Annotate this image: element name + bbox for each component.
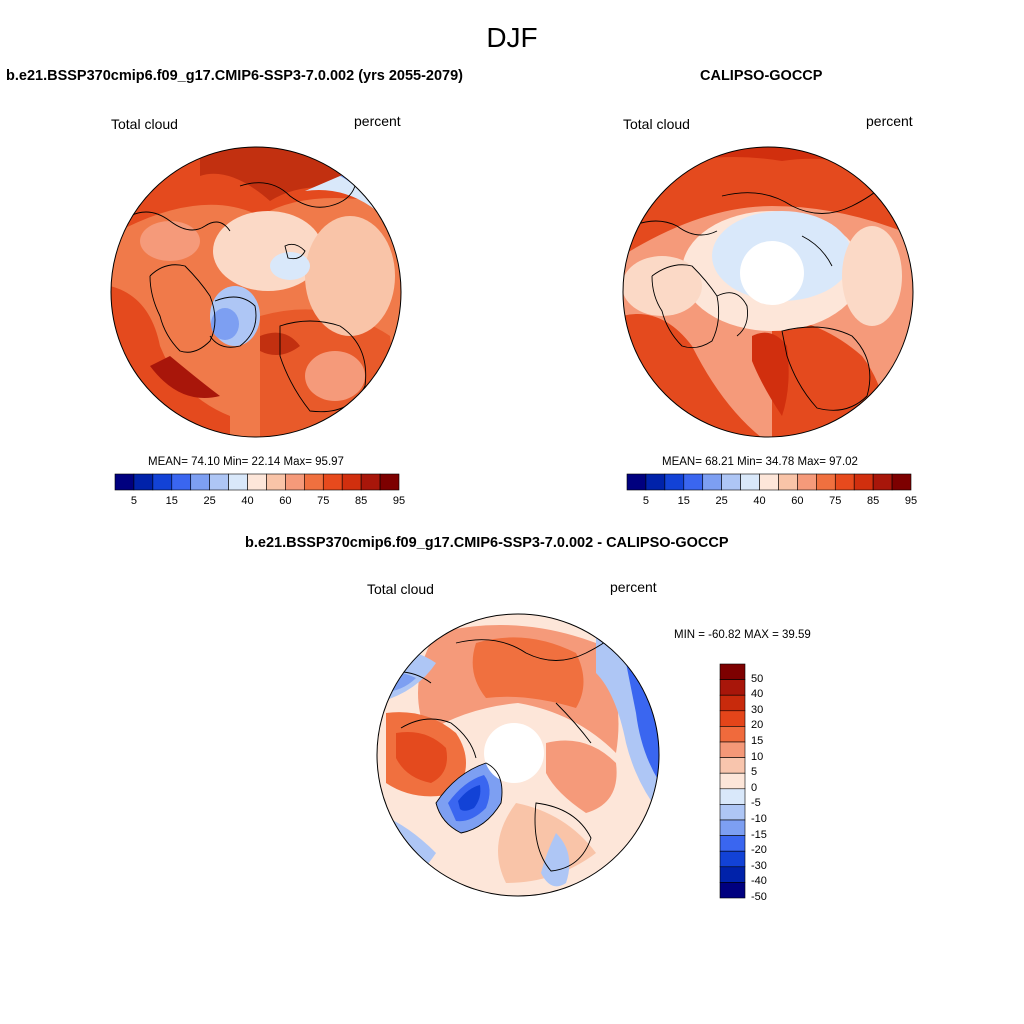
obs-colorbar-label: 60 (791, 495, 804, 507)
diff-colorbar-label: -15 (751, 828, 767, 841)
model-colorbar-swatch (266, 473, 286, 491)
diff-colorbar-swatch (719, 726, 746, 743)
model-units-label: percent (354, 113, 401, 129)
obs-colorbar (626, 473, 912, 491)
obs-colorbar-label: 5 (642, 495, 649, 507)
diff-colorbar-swatch (719, 757, 746, 774)
diff-stats: MIN = -60.82 MAX = 39.59 (674, 629, 811, 641)
obs-colorbar-swatch (664, 473, 685, 491)
diff-colorbar-swatch (719, 694, 746, 712)
diff-colorbar-swatch (719, 772, 746, 790)
obs-colorbar-label: 15 (677, 495, 690, 507)
diff-colorbar-label: 15 (751, 735, 764, 747)
model-colorbar-swatch (341, 473, 362, 491)
diff-colorbar-label: -20 (751, 844, 767, 857)
diff-colorbar-swatch (719, 663, 746, 680)
diff-colorbar-swatch (719, 788, 746, 805)
obs-colorbar-label: 95 (904, 495, 918, 507)
diff-colorbar-label: 0 (751, 781, 758, 794)
obs-colorbar-swatch (853, 473, 874, 491)
diff-colorbar-label: -5 (751, 797, 761, 810)
diff-colorbar-label: 5 (751, 766, 758, 779)
obs-colorbar-swatch (891, 473, 912, 491)
model-colorbar-swatch (379, 473, 400, 491)
obs-colorbar-swatch (759, 473, 779, 491)
obs-colorbar-swatch (683, 473, 704, 491)
diff-polar-map (376, 613, 660, 897)
obs-polar-map (622, 146, 914, 438)
diff-colorbar-swatch (719, 882, 746, 899)
obs-units-label: percent (866, 113, 913, 129)
obs-colorbar-label: 75 (829, 495, 842, 507)
obs-colorbar-swatch (740, 473, 760, 491)
obs-stats: MEAN= 68.21 Min= 34.78 Max= 97.02 (662, 456, 858, 468)
obs-colorbar-label: 25 (715, 495, 728, 507)
obs-colorbar-swatch (816, 473, 836, 491)
diff-colorbar-label: 30 (751, 703, 764, 716)
obs-colorbar-swatch (834, 473, 855, 491)
model-colorbar-label: 40 (241, 495, 254, 507)
diff-colorbar-swatch (719, 850, 746, 868)
model-panel-title: b.e21.BSSP370cmip6.f09_g17.CMIP6-SSP3-7.… (6, 68, 464, 84)
model-colorbar-swatch (152, 473, 173, 491)
diff-variable-label: Total cloud (367, 581, 434, 597)
model-colorbar-swatch (304, 473, 324, 491)
obs-colorbar-swatch (778, 473, 798, 491)
diff-colorbar-label: 10 (751, 750, 764, 763)
model-colorbar-swatch (114, 473, 135, 491)
diff-colorbar-swatch (719, 804, 746, 821)
diff-colorbar-swatch (719, 679, 746, 696)
model-colorbar-swatch (285, 473, 305, 491)
model-colorbar-swatch (360, 473, 381, 491)
model-colorbar-label: 85 (355, 495, 368, 507)
diff-colorbar-swatch (719, 835, 746, 852)
model-colorbar (114, 473, 400, 491)
diff-colorbar-label: -10 (751, 813, 767, 825)
model-colorbar-swatch (209, 473, 229, 491)
obs-colorbar-swatch (645, 473, 666, 491)
obs-colorbar-swatch (702, 473, 722, 491)
model-colorbar-swatch (228, 473, 248, 491)
model-variable-label: Total cloud (111, 116, 178, 132)
model-colorbar-label: 75 (317, 495, 330, 507)
diff-colorbar (719, 663, 746, 899)
diff-panel-title: b.e21.BSSP370cmip6.f09_g17.CMIP6-SSP3-7.… (245, 535, 729, 551)
obs-colorbar-swatch (626, 473, 647, 491)
model-colorbar-label: 5 (130, 495, 137, 507)
diff-units-label: percent (610, 579, 657, 595)
obs-colorbar-swatch (797, 473, 817, 491)
diff-colorbar-label: -50 (751, 891, 767, 903)
model-colorbar-label: 25 (203, 495, 216, 507)
model-colorbar-swatch (247, 473, 267, 491)
obs-colorbar-swatch (872, 473, 893, 491)
diff-colorbar-swatch (719, 866, 746, 883)
model-colorbar-label: 15 (165, 495, 178, 507)
obs-colorbar-label: 85 (867, 495, 880, 507)
model-colorbar-swatch (133, 473, 154, 491)
model-colorbar-label: 95 (392, 495, 406, 507)
model-colorbar-label: 60 (279, 495, 292, 507)
model-colorbar-swatch (190, 473, 210, 491)
main-title: DJF (486, 22, 538, 53)
diff-colorbar-label: -40 (751, 875, 767, 888)
diff-colorbar-label: 50 (751, 672, 764, 685)
diff-colorbar-swatch (719, 741, 746, 758)
diff-colorbar-label: -30 (751, 859, 767, 872)
model-colorbar-swatch (322, 473, 343, 491)
diff-colorbar-label: 40 (751, 688, 764, 701)
diff-colorbar-swatch (719, 710, 746, 727)
diff-colorbar-label: 20 (751, 719, 764, 732)
obs-panel-title: CALIPSO-GOCCP (700, 68, 823, 84)
obs-colorbar-label: 40 (753, 495, 766, 507)
obs-colorbar-swatch (721, 473, 741, 491)
obs-variable-label: Total cloud (623, 116, 690, 132)
model-colorbar-swatch (171, 473, 192, 491)
model-polar-map (110, 146, 402, 438)
model-stats: MEAN= 74.10 Min= 22.14 Max= 95.97 (148, 456, 344, 468)
diff-colorbar-swatch (719, 819, 746, 836)
